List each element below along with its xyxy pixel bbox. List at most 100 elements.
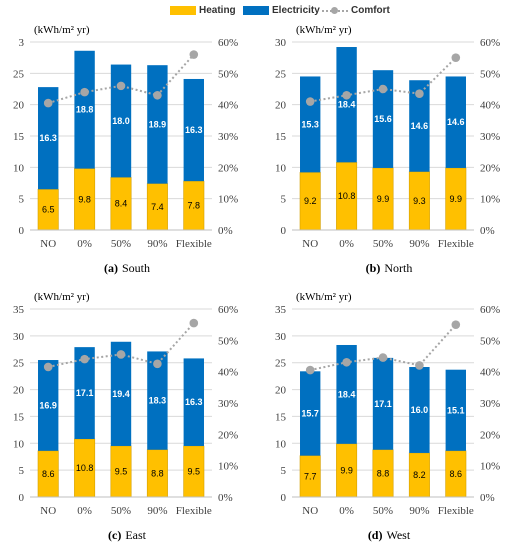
caption-letter: (b)	[366, 261, 381, 275]
bar-electricity	[409, 367, 430, 453]
legend-heating: Heating	[170, 4, 236, 16]
comfort-point	[451, 320, 461, 329]
panel-caption: (d) West	[368, 528, 411, 542]
y2-tick-label: 30%	[480, 398, 500, 410]
caption-name: East	[125, 528, 146, 542]
data-label-electricity: 18.4	[338, 389, 356, 399]
bar-electricity	[300, 371, 321, 456]
legend-heating-label: Heating	[199, 4, 236, 16]
bar-electricity	[183, 358, 204, 446]
y-axis-unit: (kWh/m² yr)	[34, 24, 90, 36]
caption-letter: (c)	[108, 528, 121, 542]
data-label-electricity: 14.6	[447, 117, 465, 127]
x-tick-label: 0%	[339, 505, 354, 517]
data-label-electricity: 15.1	[447, 405, 465, 415]
y-tick-label: 0	[19, 225, 25, 237]
y2-tick-label: 20%	[218, 429, 238, 441]
data-label-heating: 8.2	[413, 470, 426, 480]
data-label-electricity: 16.0	[411, 405, 429, 415]
y-tick-label: 30	[13, 331, 25, 343]
y2-tick-label: 60%	[218, 37, 238, 49]
data-label-electricity: 18.3	[149, 396, 167, 406]
chart-panel-west: (kWh/m² yr) 0 5 10 15 20 25 30 35 0% 10% 20% 30% 40% 5…	[275, 291, 500, 542]
y2-tick-label: 50%	[218, 68, 238, 80]
y2-tick-label: 60%	[480, 37, 500, 49]
data-label-heating: 9.2	[304, 196, 317, 206]
y-tick-label: 15	[275, 131, 287, 143]
y-tick-label: 0	[281, 492, 287, 504]
caption-name: South	[122, 261, 150, 275]
legend-electricity: Electricity	[243, 4, 320, 16]
y2-tick-label: 0%	[480, 492, 495, 504]
x-tick-label: NO	[302, 505, 318, 517]
y-tick-label: 5	[281, 465, 287, 477]
caption-letter: (a)	[104, 261, 118, 275]
y-tick-label: 5	[281, 194, 287, 206]
y2-tick-label: 40%	[218, 100, 238, 112]
comfort-point	[80, 354, 89, 364]
bar-electricity	[147, 65, 168, 184]
comfort-point	[415, 361, 424, 370]
comfort-point	[189, 318, 199, 328]
data-label-electricity: 16.3	[185, 125, 203, 135]
data-label-heating: 9.9	[450, 194, 463, 204]
y2-tick-label: 40%	[218, 367, 238, 379]
comfort-point	[378, 84, 388, 94]
data-label-heating: 8.4	[115, 199, 128, 209]
x-tick-label: 90%	[409, 238, 429, 250]
data-label-electricity: 17.1	[374, 399, 392, 409]
chart-panel-north: (kWh/m² yr) 0 5 10 15 20 25 30 0% 10% 20% 30% 40% 50%…	[275, 24, 500, 275]
y-tick-label: 25	[275, 68, 287, 80]
x-tick-label: 90%	[409, 505, 429, 517]
y-tick-label: 20	[13, 385, 25, 397]
data-label-electricity: 17.1	[76, 388, 94, 398]
comfort-point	[153, 90, 162, 100]
caption-name: North	[384, 261, 412, 275]
y2-tick-label: 20%	[480, 429, 500, 441]
bar-electricity	[183, 78, 204, 182]
panel-caption: (b) North	[366, 261, 413, 275]
data-label-heating: 7.7	[304, 471, 317, 481]
y2-tick-label: 10%	[480, 461, 500, 473]
data-label-heating: 9.9	[377, 194, 390, 204]
comfort-point	[415, 89, 424, 98]
y-tick-label: 15	[275, 411, 287, 423]
comfort-point	[80, 87, 89, 97]
x-tick-label: 0%	[77, 505, 92, 517]
bar-electricity	[372, 70, 394, 168]
data-label-heating: 9.9	[340, 465, 353, 475]
legend-comfort: Comfort	[322, 4, 390, 16]
legend-electricity-label: Electricity	[272, 4, 320, 16]
comfort-point	[342, 90, 351, 100]
y-tick-label: 10	[275, 162, 287, 174]
data-label-heating: 10.8	[76, 463, 94, 473]
bar-electricity	[38, 360, 59, 451]
bar-electricity	[74, 50, 95, 169]
x-tick-label: NO	[40, 505, 56, 517]
comfort-point	[305, 97, 315, 106]
comfort-point	[153, 359, 162, 369]
y2-tick-label: 0%	[480, 225, 495, 237]
y-tick-label: 15	[13, 411, 25, 423]
caption-letter: (d)	[368, 528, 383, 542]
y-tick-label: 20	[275, 100, 287, 112]
comfort-point	[378, 353, 388, 362]
y2-tick-label: 20%	[480, 162, 500, 174]
y2-tick-label: 0%	[218, 492, 233, 504]
y-tick-label: 10	[13, 162, 25, 174]
y2-tick-label: 10%	[480, 194, 500, 206]
data-label-electricity: 18.8	[76, 105, 94, 115]
y2-tick-label: 30%	[480, 131, 500, 143]
comfort-point	[342, 357, 351, 367]
bar-electricity	[372, 357, 394, 450]
y-tick-label: 5	[19, 194, 25, 206]
bar-electricity	[336, 47, 357, 163]
y-tick-label: 25	[13, 68, 25, 80]
y-tick-label: 20	[13, 100, 25, 112]
y2-tick-label: 50%	[480, 335, 500, 347]
y-axis-unit: (kWh/m² yr)	[34, 291, 90, 303]
data-label-electricity: 15.7	[301, 408, 319, 418]
data-label-heating: 9.5	[188, 466, 201, 476]
data-label-heating: 7.4	[151, 202, 164, 212]
legend-heating-swatch	[170, 5, 196, 15]
